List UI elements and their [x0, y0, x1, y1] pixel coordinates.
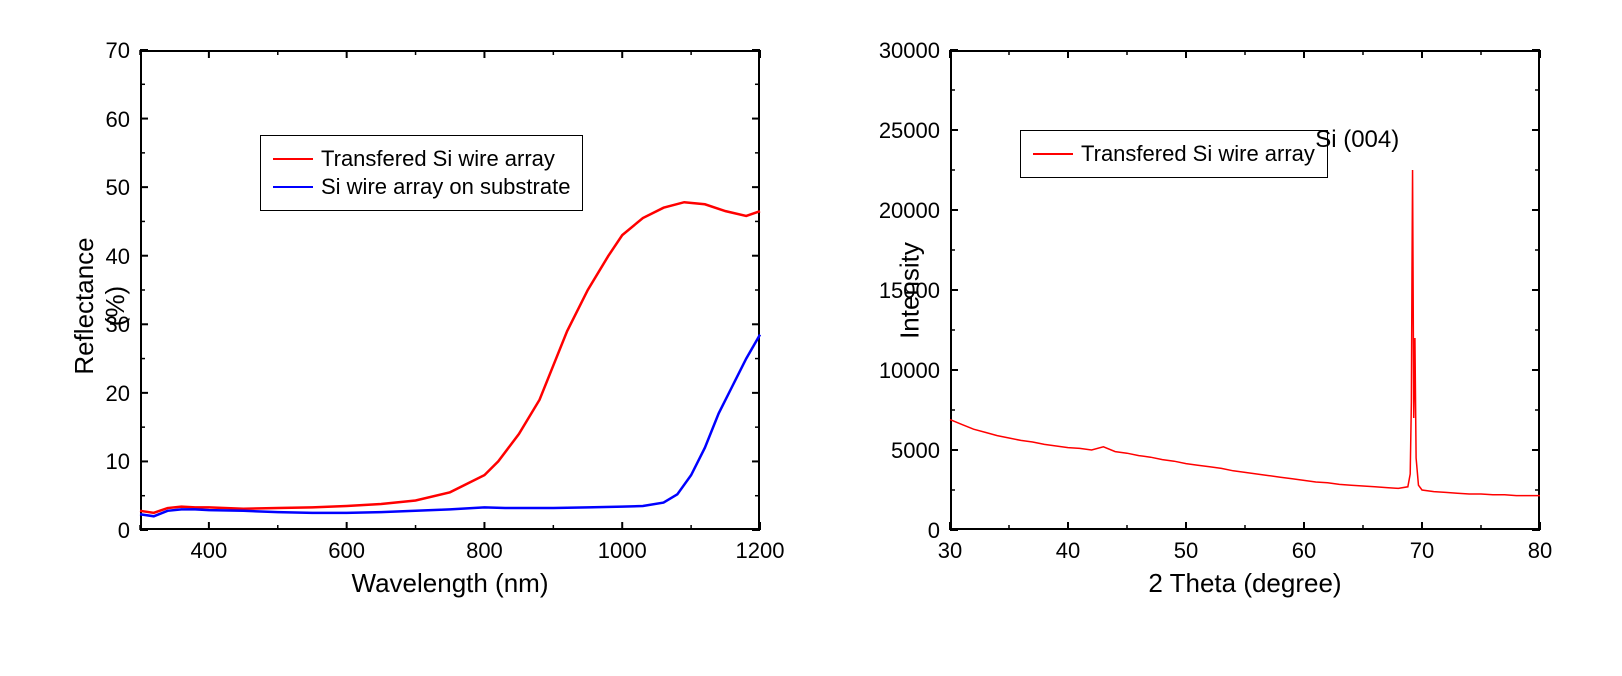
- legend-item: Transfered Si wire array: [1033, 141, 1315, 167]
- x-tick-label: 800: [454, 538, 514, 564]
- x-tick-label: 1200: [730, 538, 790, 564]
- legend-item: Si wire array on substrate: [273, 174, 570, 200]
- legend-label: Transfered Si wire array: [321, 146, 555, 172]
- x-tick-label: 1000: [592, 538, 652, 564]
- x-tick-label: 70: [1392, 538, 1452, 564]
- right-legend: Transfered Si wire array: [1020, 130, 1328, 178]
- y-tick-label: 0: [875, 518, 940, 544]
- left-y-axis-label: Reflectance (%): [69, 216, 131, 396]
- y-tick-label: 5000: [875, 438, 940, 464]
- legend-line-icon: [273, 186, 313, 188]
- legend-label: Si wire array on substrate: [321, 174, 570, 200]
- right-y-axis-label: Intensity: [895, 201, 926, 381]
- left-legend: Transfered Si wire arraySi wire array on…: [260, 135, 583, 211]
- x-tick-label: 40: [1038, 538, 1098, 564]
- x-tick-label: 60: [1274, 538, 1334, 564]
- y-tick-label: 0: [65, 518, 130, 544]
- right-x-axis-label: 2 Theta (degree): [1145, 568, 1345, 599]
- left-chart-svg: [60, 30, 780, 630]
- x-tick-label: 80: [1510, 538, 1570, 564]
- x-tick-label: 50: [1156, 538, 1216, 564]
- reflectance-chart: 40060080010001200010203040506070 Wavelen…: [60, 30, 780, 630]
- x-tick-label: 400: [179, 538, 239, 564]
- xrd-chart: 3040506070800500010000150002000025000300…: [840, 30, 1560, 630]
- y-tick-label: 25000: [875, 118, 940, 144]
- y-tick-label: 50: [65, 175, 130, 201]
- y-tick-label: 30000: [875, 38, 940, 64]
- legend-line-icon: [1033, 153, 1073, 155]
- left-x-axis-label: Wavelength (nm): [350, 568, 550, 599]
- peak-label: Si (004): [1315, 126, 1399, 154]
- legend-item: Transfered Si wire array: [273, 146, 570, 172]
- y-tick-label: 70: [65, 38, 130, 64]
- legend-label: Transfered Si wire array: [1081, 141, 1315, 167]
- y-tick-label: 60: [65, 107, 130, 133]
- legend-line-icon: [273, 158, 313, 160]
- x-tick-label: 600: [317, 538, 377, 564]
- y-tick-label: 10: [65, 449, 130, 475]
